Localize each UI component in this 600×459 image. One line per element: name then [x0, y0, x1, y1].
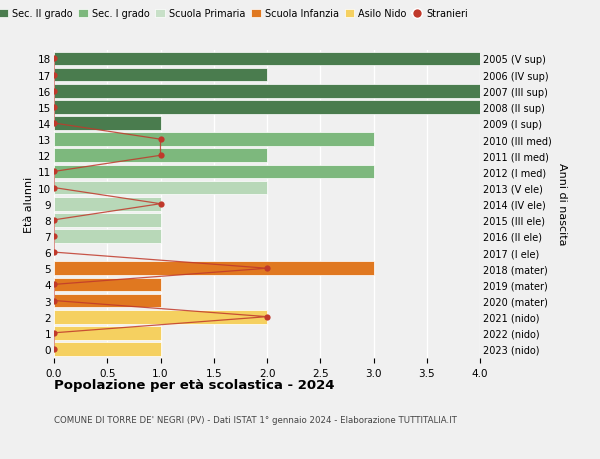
- Bar: [54, 68, 267, 82]
- Y-axis label: Età alunni: Età alunni: [24, 176, 34, 232]
- Bar: [54, 294, 161, 308]
- Y-axis label: Anni di nascita: Anni di nascita: [557, 163, 567, 246]
- Bar: [54, 213, 161, 227]
- Bar: [54, 230, 161, 243]
- Bar: [54, 165, 373, 179]
- Bar: [54, 310, 267, 324]
- Bar: [54, 101, 480, 114]
- Text: Popolazione per età scolastica - 2024: Popolazione per età scolastica - 2024: [54, 379, 335, 392]
- Bar: [54, 52, 480, 66]
- Bar: [54, 181, 267, 195]
- Bar: [54, 278, 161, 291]
- Text: COMUNE DI TORRE DE' NEGRI (PV) - Dati ISTAT 1° gennaio 2024 - Elaborazione TUTTI: COMUNE DI TORRE DE' NEGRI (PV) - Dati IS…: [54, 415, 457, 425]
- Bar: [54, 326, 161, 340]
- Bar: [54, 197, 161, 211]
- Bar: [54, 85, 480, 98]
- Bar: [54, 133, 373, 147]
- Bar: [54, 117, 161, 131]
- Legend: Sec. II grado, Sec. I grado, Scuola Primaria, Scuola Infanzia, Asilo Nido, Stran: Sec. II grado, Sec. I grado, Scuola Prim…: [0, 9, 468, 19]
- Bar: [54, 149, 267, 163]
- Bar: [54, 342, 161, 356]
- Bar: [54, 262, 373, 275]
